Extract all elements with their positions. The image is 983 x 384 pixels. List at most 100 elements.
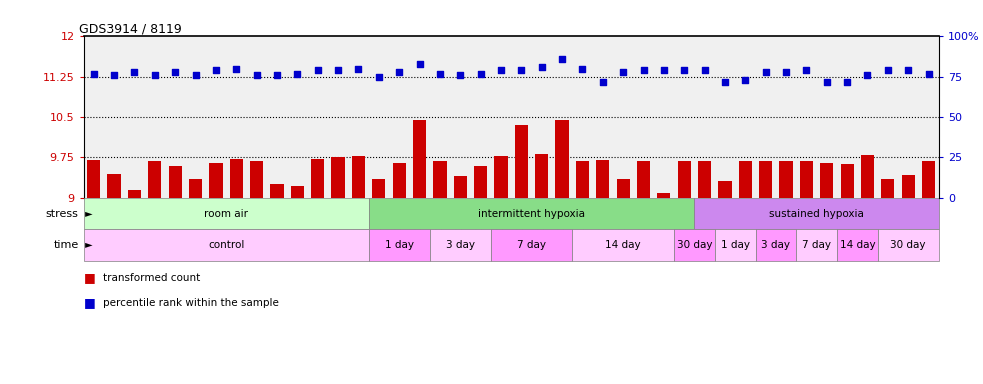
Text: 3 day: 3 day bbox=[762, 240, 790, 250]
Text: 14 day: 14 day bbox=[606, 240, 641, 250]
Bar bbox=[837, 229, 878, 261]
Text: 30 day: 30 day bbox=[891, 240, 926, 250]
Text: GDS3914 / 8119: GDS3914 / 8119 bbox=[80, 22, 182, 35]
Bar bbox=[535, 154, 549, 198]
Point bbox=[758, 69, 774, 75]
Bar bbox=[209, 163, 222, 198]
Bar bbox=[270, 184, 284, 198]
Text: ►: ► bbox=[82, 240, 92, 250]
Point bbox=[167, 69, 183, 75]
Point bbox=[208, 67, 224, 73]
Bar bbox=[576, 161, 589, 198]
Point bbox=[900, 67, 916, 73]
Bar bbox=[148, 161, 161, 198]
Bar bbox=[291, 186, 304, 198]
Bar bbox=[453, 176, 467, 198]
Bar bbox=[392, 163, 406, 198]
Point bbox=[228, 66, 244, 72]
Text: 30 day: 30 day bbox=[676, 240, 712, 250]
Point bbox=[636, 67, 652, 73]
Bar bbox=[677, 161, 691, 198]
Point bbox=[513, 67, 529, 73]
Bar bbox=[430, 229, 491, 261]
Bar bbox=[715, 229, 756, 261]
Point bbox=[656, 67, 671, 73]
Text: 3 day: 3 day bbox=[445, 240, 475, 250]
Bar bbox=[413, 120, 427, 198]
Bar bbox=[719, 180, 731, 198]
Point bbox=[391, 69, 407, 75]
Bar bbox=[369, 229, 430, 261]
Bar bbox=[107, 174, 121, 198]
Point bbox=[269, 72, 285, 78]
Point bbox=[554, 56, 570, 62]
Bar bbox=[494, 156, 507, 198]
Bar bbox=[84, 229, 369, 261]
Text: sustained hypoxia: sustained hypoxia bbox=[769, 209, 864, 218]
Point bbox=[452, 72, 468, 78]
Point bbox=[595, 79, 610, 85]
Bar bbox=[820, 163, 834, 198]
Point bbox=[615, 69, 631, 75]
Bar bbox=[901, 175, 915, 198]
Point bbox=[330, 67, 346, 73]
Point bbox=[310, 67, 325, 73]
Point bbox=[371, 74, 386, 80]
Bar bbox=[674, 229, 715, 261]
Bar bbox=[840, 164, 854, 198]
Bar bbox=[800, 161, 813, 198]
Bar bbox=[698, 161, 712, 198]
Bar bbox=[331, 157, 345, 198]
Text: 14 day: 14 day bbox=[839, 240, 875, 250]
Point bbox=[188, 72, 203, 78]
Text: ■: ■ bbox=[84, 271, 95, 285]
Point bbox=[819, 79, 835, 85]
Bar bbox=[922, 161, 935, 198]
Bar bbox=[189, 179, 202, 198]
Point bbox=[433, 71, 448, 77]
Point bbox=[412, 61, 428, 67]
Text: ■: ■ bbox=[84, 296, 95, 310]
Text: ►: ► bbox=[82, 209, 92, 218]
Text: 1 day: 1 day bbox=[721, 240, 750, 250]
Point bbox=[798, 67, 814, 73]
Bar bbox=[434, 161, 446, 198]
Bar bbox=[694, 198, 939, 229]
Point bbox=[249, 72, 264, 78]
Point bbox=[106, 72, 122, 78]
Bar bbox=[881, 179, 895, 198]
Bar bbox=[796, 229, 837, 261]
Bar bbox=[474, 166, 488, 198]
Point bbox=[289, 71, 305, 77]
Point bbox=[534, 64, 549, 70]
Bar bbox=[861, 155, 874, 198]
Bar bbox=[87, 160, 100, 198]
Point bbox=[676, 67, 692, 73]
Bar bbox=[555, 120, 569, 198]
Bar bbox=[756, 229, 796, 261]
Text: room air: room air bbox=[204, 209, 248, 218]
Text: intermittent hypoxia: intermittent hypoxia bbox=[478, 209, 585, 218]
Bar bbox=[84, 198, 369, 229]
Bar bbox=[168, 166, 182, 198]
Bar bbox=[572, 229, 674, 261]
Bar bbox=[759, 161, 773, 198]
Text: percentile rank within the sample: percentile rank within the sample bbox=[103, 298, 279, 308]
Text: control: control bbox=[207, 240, 245, 250]
Point bbox=[127, 69, 143, 75]
Point bbox=[86, 71, 101, 77]
Bar bbox=[491, 229, 572, 261]
Text: 7 day: 7 day bbox=[802, 240, 831, 250]
Bar bbox=[352, 156, 365, 198]
Point bbox=[574, 66, 590, 72]
Bar bbox=[878, 229, 939, 261]
Point bbox=[473, 71, 489, 77]
Point bbox=[880, 67, 896, 73]
Point bbox=[737, 77, 753, 83]
Bar bbox=[658, 194, 670, 198]
Bar bbox=[311, 159, 324, 198]
Point bbox=[717, 79, 732, 85]
Bar bbox=[596, 160, 609, 198]
Bar bbox=[515, 125, 528, 198]
Bar bbox=[637, 161, 650, 198]
